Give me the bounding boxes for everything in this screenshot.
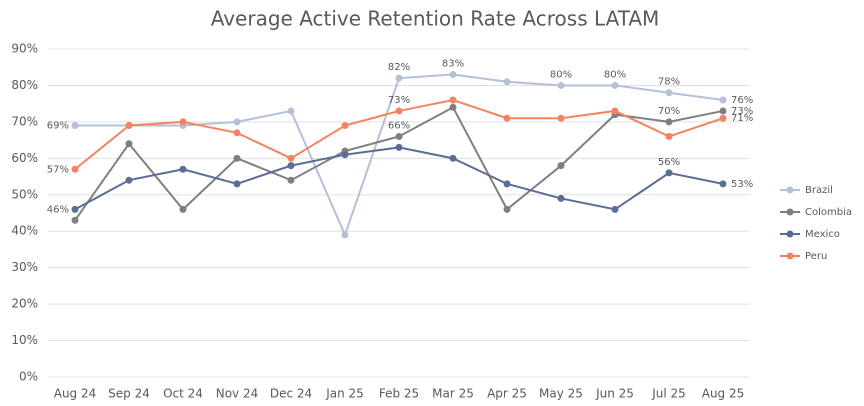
data-point [503, 205, 511, 213]
data-point [125, 176, 133, 184]
y-tick-label: 30% [11, 260, 38, 274]
data-label: 73% [388, 95, 410, 106]
x-tick-label: Jun 25 [595, 387, 634, 401]
data-point [665, 118, 673, 126]
data-label: 46% [47, 204, 69, 215]
data-point [719, 96, 727, 104]
legend-marker [786, 186, 794, 194]
x-tick-label: Mar 25 [432, 387, 474, 401]
data-point [503, 78, 511, 86]
y-tick-label: 70% [11, 114, 38, 128]
data-point [611, 107, 619, 115]
legend-label: Brazil [805, 185, 833, 196]
y-tick-label: 10% [11, 333, 38, 347]
data-point [503, 114, 511, 122]
data-label: 82% [388, 62, 410, 73]
chart-title: Average Active Retention Rate Across LAT… [211, 7, 660, 31]
data-label: 57% [47, 164, 69, 175]
data-point [71, 205, 79, 213]
data-label: 80% [604, 69, 626, 80]
data-point [71, 216, 79, 224]
data-point [449, 96, 457, 104]
data-point [449, 103, 457, 111]
data-point [395, 143, 403, 151]
data-label: 83% [442, 59, 464, 70]
data-point [449, 71, 457, 79]
legend-marker [786, 252, 794, 260]
legend-marker [786, 208, 794, 216]
data-label: 78% [658, 77, 680, 88]
data-point [665, 89, 673, 97]
y-tick-label: 60% [11, 151, 38, 165]
x-tick-label: Aug 24 [54, 387, 97, 401]
data-point [557, 162, 565, 170]
data-point [665, 169, 673, 177]
data-label: 80% [550, 69, 572, 80]
data-point [125, 140, 133, 148]
x-tick-label: Nov 24 [216, 387, 259, 401]
x-tick-label: Oct 24 [163, 387, 203, 401]
x-tick-label: Jan 25 [325, 387, 364, 401]
data-point [395, 74, 403, 82]
data-label: 71% [731, 113, 753, 124]
y-tick-label: 20% [11, 297, 38, 311]
data-point [719, 107, 727, 115]
data-point [719, 114, 727, 122]
data-label: 70% [658, 106, 680, 117]
data-point [125, 122, 133, 130]
data-point [287, 154, 295, 162]
data-point [557, 81, 565, 89]
data-point [233, 154, 241, 162]
data-point [449, 154, 457, 162]
data-label: 66% [388, 120, 410, 131]
data-point [233, 118, 241, 126]
x-tick-label: Apr 25 [487, 387, 527, 401]
data-point [71, 165, 79, 173]
data-point [341, 151, 349, 159]
data-point [71, 122, 79, 130]
data-point [665, 132, 673, 140]
data-point [719, 180, 727, 188]
data-point [287, 107, 295, 115]
data-point [395, 107, 403, 115]
y-tick-label: 40% [11, 224, 38, 238]
data-point [557, 194, 565, 202]
data-point [233, 180, 241, 188]
data-point [341, 231, 349, 239]
legend-label: Mexico [805, 229, 840, 240]
y-tick-label: 50% [11, 187, 38, 201]
y-tick-label: 0% [19, 370, 38, 384]
data-point [395, 132, 403, 140]
y-tick-label: 80% [11, 78, 38, 92]
data-label: 76% [731, 95, 753, 106]
x-tick-label: May 25 [539, 387, 583, 401]
x-tick-label: Dec 24 [270, 387, 312, 401]
data-point [503, 180, 511, 188]
legend-label: Colombia [805, 207, 852, 218]
legend-label: Peru [805, 251, 827, 262]
y-tick-label: 90% [11, 42, 38, 56]
data-label: 69% [47, 121, 69, 132]
x-tick-label: Sep 24 [108, 387, 150, 401]
data-point [611, 205, 619, 213]
data-point [287, 162, 295, 170]
data-label: 73% [731, 106, 753, 117]
data-point [611, 81, 619, 89]
data-label: 53% [731, 179, 753, 190]
x-tick-label: Aug 25 [702, 387, 745, 401]
data-point [233, 129, 241, 137]
data-label: 56% [658, 157, 680, 168]
legend-marker [786, 230, 794, 238]
x-tick-label: Jul 25 [651, 387, 686, 401]
data-point [179, 165, 187, 173]
data-point [287, 176, 295, 184]
data-point [179, 205, 187, 213]
data-point [341, 122, 349, 130]
data-point [557, 114, 565, 122]
x-tick-label: Feb 25 [379, 387, 419, 401]
data-point [179, 118, 187, 126]
